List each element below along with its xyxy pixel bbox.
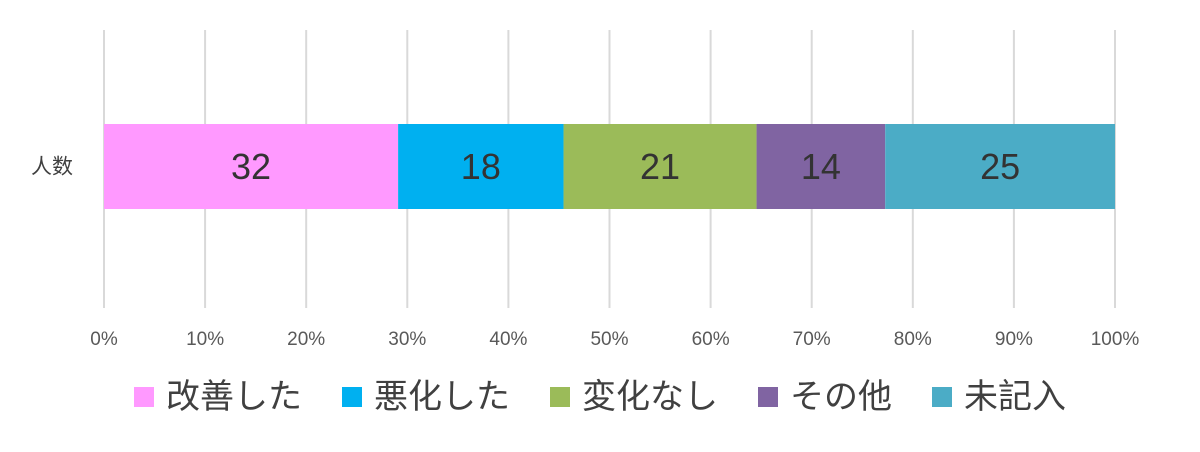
data-labels: 32 18 21 14 25 <box>231 146 1020 187</box>
x-tick-label: 80% <box>894 329 932 350</box>
x-tick-label: 50% <box>590 329 628 350</box>
data-label: 32 <box>231 146 271 187</box>
bar-segment <box>104 124 399 209</box>
x-tick-label: 90% <box>995 329 1033 350</box>
legend-label: 改善した <box>166 377 302 417</box>
legend-label: 変化なし <box>582 377 718 417</box>
x-tick-label: 100% <box>1091 329 1140 350</box>
bar-segment <box>756 124 886 209</box>
legend-swatch <box>932 387 952 407</box>
x-tick-label: 40% <box>489 329 527 350</box>
legend-swatch <box>758 387 778 407</box>
bar-segment <box>398 124 564 209</box>
x-tick-label: 20% <box>287 329 325 350</box>
data-label: 25 <box>980 146 1020 187</box>
bar-segment <box>563 124 757 209</box>
x-axis-ticks: 0% 10% 20% 30% 40% 50% 60% 70% 80% 90% 100% <box>90 329 1139 350</box>
category-label: 人数 <box>31 155 73 179</box>
legend-label: 悪化した <box>374 377 510 417</box>
bar-segments <box>104 124 1115 209</box>
bar-segment <box>885 124 1115 209</box>
x-tick-label: 0% <box>90 329 118 350</box>
legend-swatch <box>550 387 570 407</box>
legend-label: 未記入 <box>964 377 1066 417</box>
x-tick-label: 10% <box>186 329 224 350</box>
x-tick-label: 60% <box>692 329 730 350</box>
x-tick-label: 30% <box>388 329 426 350</box>
legend-swatch <box>342 387 362 407</box>
legend-swatch <box>134 387 154 407</box>
data-label: 21 <box>640 146 680 187</box>
legend-label: その他 <box>790 377 892 417</box>
y-axis-categories: 人数 <box>31 155 73 179</box>
data-label: 18 <box>461 146 501 187</box>
x-tick-label: 70% <box>793 329 831 350</box>
legend: 改善した 悪化した 変化なし その他 未記入 <box>134 377 1066 417</box>
data-label: 14 <box>801 146 841 187</box>
